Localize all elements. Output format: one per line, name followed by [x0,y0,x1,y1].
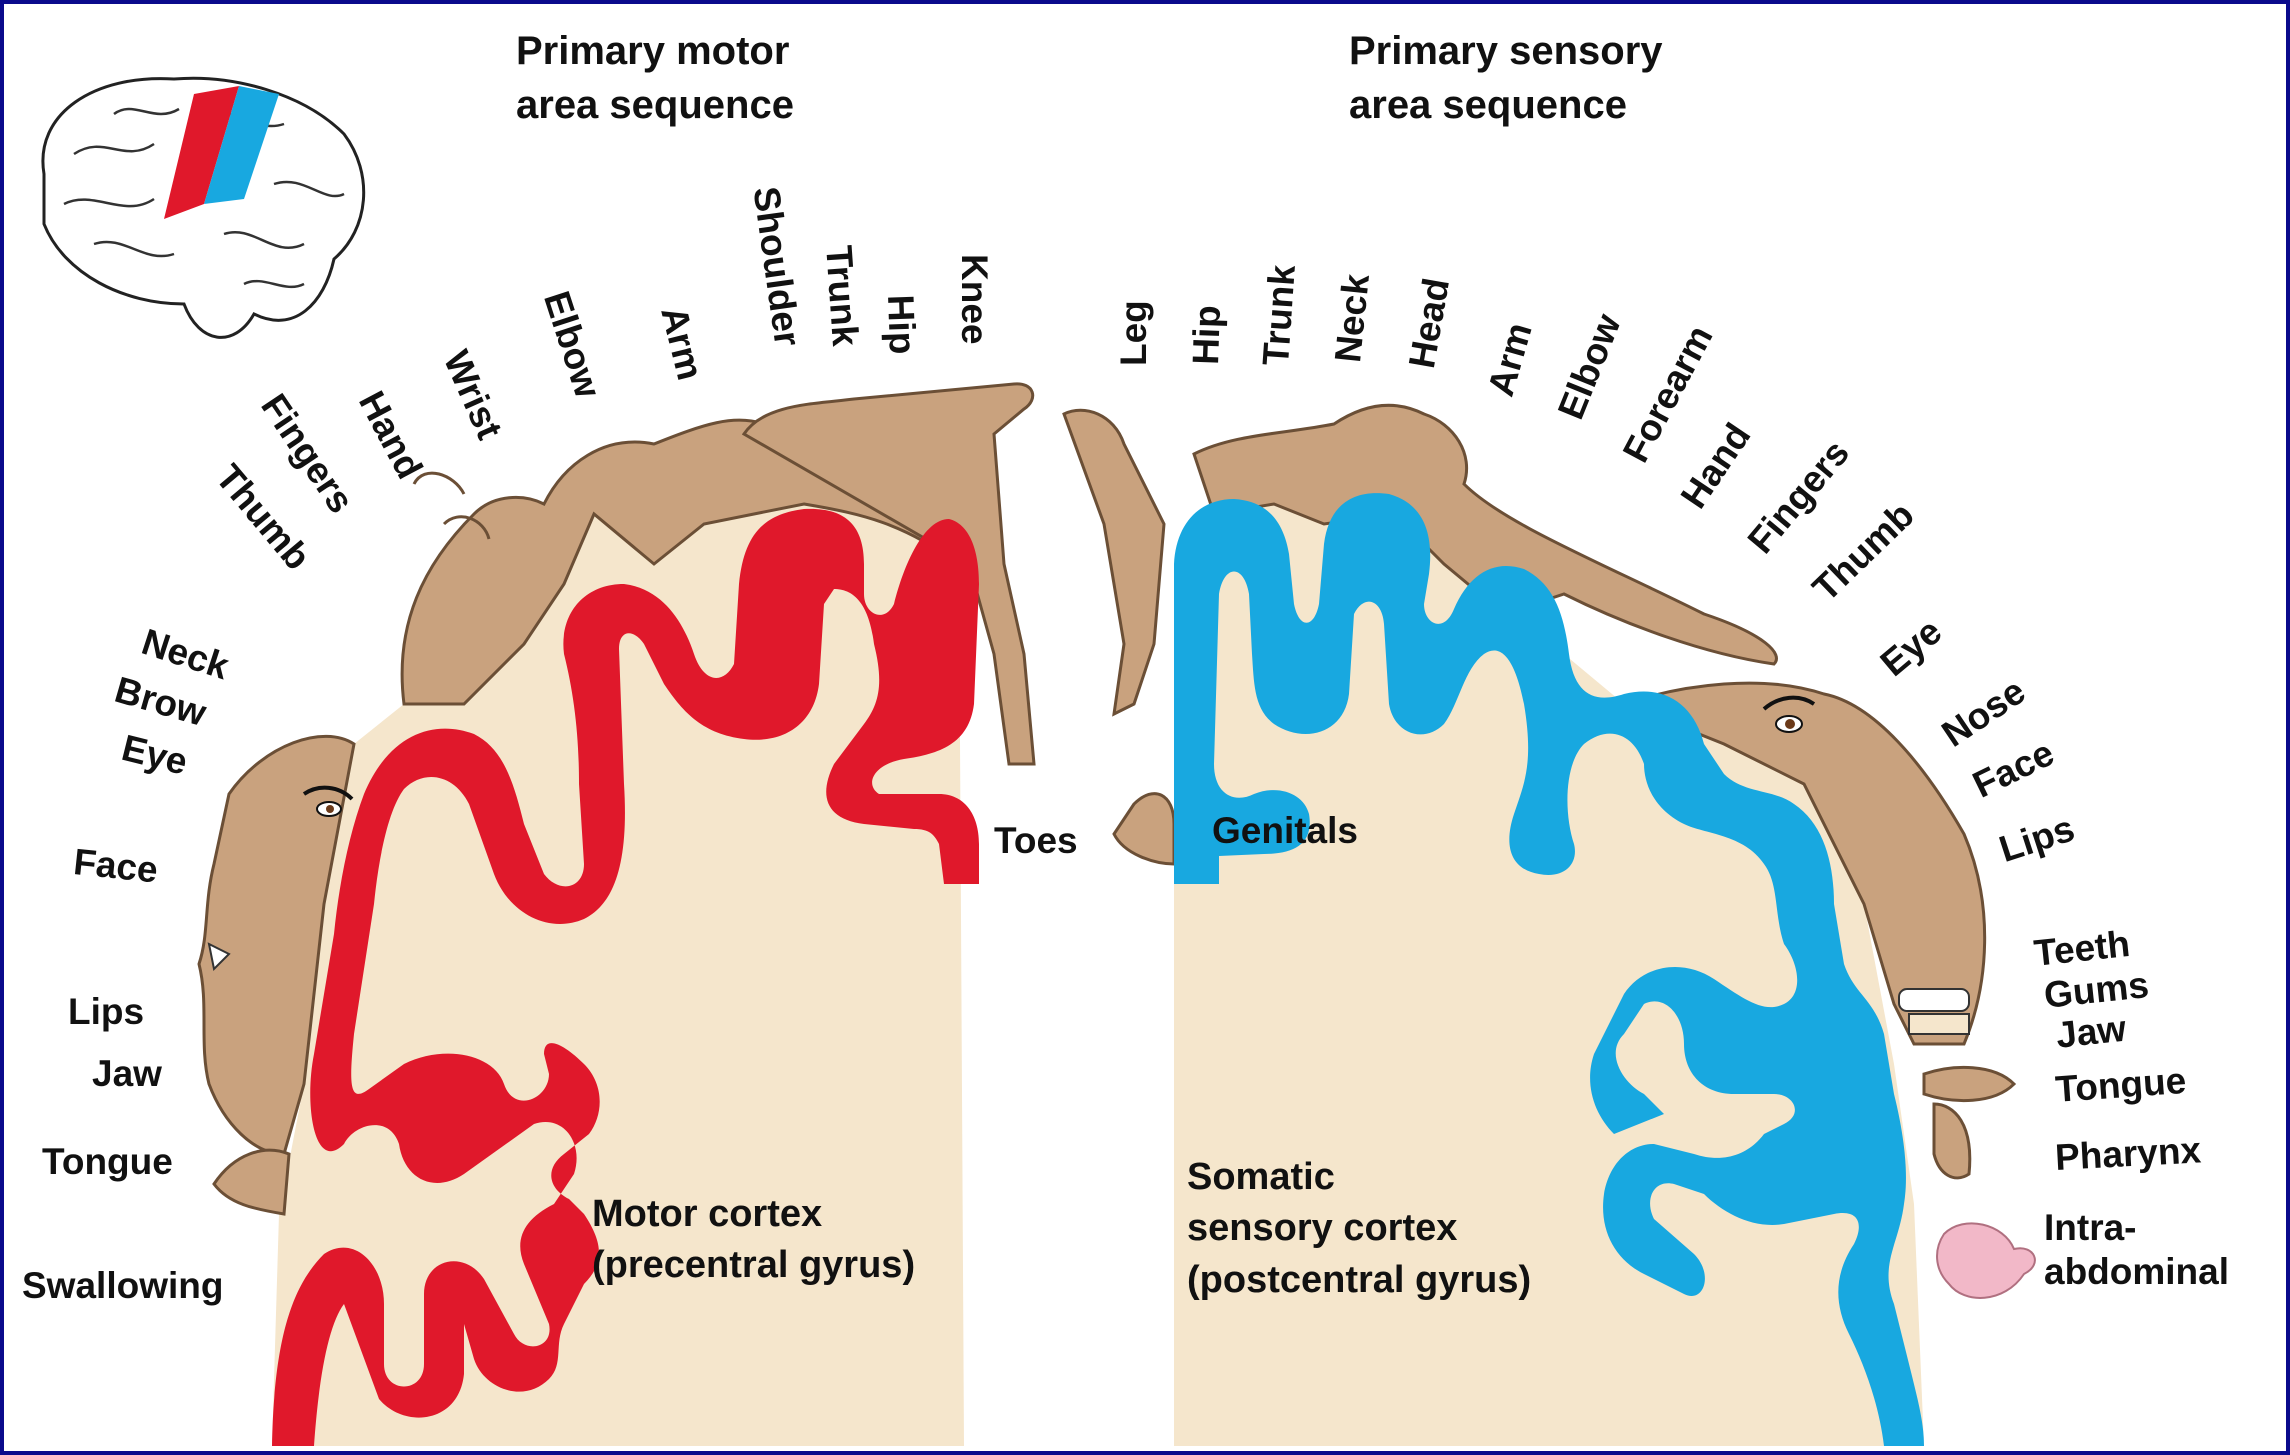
cortex-illustration [41,76,2036,1447]
sensory-strip-mini [204,86,279,204]
motor-label-toes: Toes [994,820,1078,861]
motor-cortex-caption: Motor cortex (precentral gyrus) [592,1193,916,1287]
motor-label-trunk: Trunk [818,244,867,348]
motor-label-hip: Hip [880,294,924,356]
motor-fissure-gap [964,884,1004,1446]
sensory-label-leg: Leg [1113,300,1154,366]
motor-homunculus [197,382,1036,1216]
motor-label-tongue: Tongue [42,1141,173,1182]
sensory-label-jaw: Jaw [2054,1007,2128,1056]
motor-strip-mini [164,86,239,219]
motor-label-lips: Lips [68,991,145,1032]
sensory-label-trunk: Trunk [1254,263,1303,367]
motor-cortex-band [272,508,979,1447]
motor-label-knee: Knee [954,254,995,345]
sensory-heading: Primary sensory area sequence [1349,29,1663,127]
sensory-label-tongue: Tongue [2054,1059,2188,1110]
sensory-homunculus [1062,403,2017,1180]
motor-label-face: Face [71,840,160,891]
motor-face-eye-icon [207,785,354,972]
sensory-label-neck: Neck [1326,272,1378,365]
sensory-label-hip: Hip [1184,304,1229,366]
sensory-label-genitals: Genitals [1212,810,1358,851]
sensory-cortex-band [1174,493,1924,1447]
brain-thumbnail-icon [41,76,366,339]
sensory-face-eye-icon [1762,695,1970,1035]
sensory-cortex-caption: Somatic sensory cortex (postcentral gyru… [1187,1156,1532,1301]
motor-heading: Primary motor area sequence [516,29,794,127]
motor-label-swallowing: Swallowing [22,1265,224,1306]
motor-label-jaw: Jaw [92,1053,162,1094]
sensory-label-pharynx: Pharynx [2054,1129,2203,1178]
sensory-fissure-gap [1139,884,1174,1446]
intra-abdominal-organ-icon [1936,1222,2036,1299]
sensory-label-intra-abdominal: Intra- abdominal [2044,1207,2230,1293]
